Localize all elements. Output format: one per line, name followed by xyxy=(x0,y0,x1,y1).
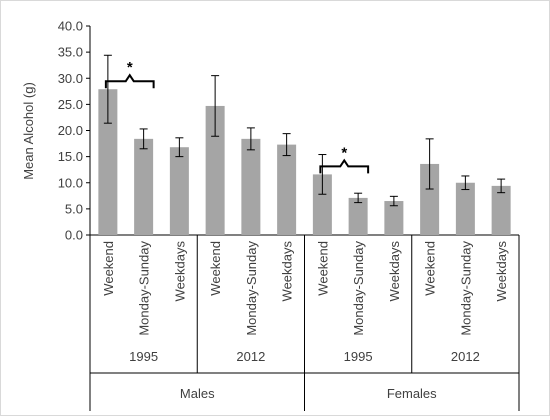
category-label: Monday-Sunday xyxy=(351,241,366,336)
bar xyxy=(348,197,368,235)
y-tick-label: 40.0 xyxy=(58,19,83,34)
year-group-label: 2012 xyxy=(451,349,480,364)
year-group-label: 1995 xyxy=(129,349,158,364)
bar xyxy=(420,163,440,235)
category-label: Weekend xyxy=(315,241,330,296)
bars: ** xyxy=(98,54,511,235)
category-label: Weekdays xyxy=(387,241,402,302)
category-labels: Weekend Monday-Sunday Weekdays Weekend Monda… xyxy=(101,241,509,401)
y-tick-label: 20.0 xyxy=(58,123,83,138)
bar xyxy=(384,201,404,235)
category-label: Weekend xyxy=(101,241,116,296)
year-group-label: 2012 xyxy=(236,349,265,364)
bar xyxy=(312,174,332,235)
bar xyxy=(455,182,475,235)
category-label: Weekdays xyxy=(494,241,509,302)
bar xyxy=(169,147,189,235)
y-tick-label: 5.0 xyxy=(65,201,83,216)
category-label: Monday-Sunday xyxy=(137,241,152,336)
bar xyxy=(134,138,154,235)
category-label: Monday-Sunday xyxy=(244,241,259,336)
category-label: Weekdays xyxy=(280,241,295,302)
axes: 0.0 5.0 10.0 15.0 20.0 25.0 30.0 35.0 40.0 xyxy=(58,19,520,411)
category-label: Monday-Sunday xyxy=(458,241,473,336)
significance-star: * xyxy=(341,144,347,161)
y-tick-label: 25.0 xyxy=(58,97,83,112)
bar xyxy=(277,144,297,235)
y-tick-label: 0.0 xyxy=(65,228,83,243)
sex-group-label: Females xyxy=(387,386,437,401)
category-label: Weekend xyxy=(423,241,438,296)
significance-star: * xyxy=(127,59,133,76)
significance-bracket xyxy=(319,158,370,174)
significance-bracket xyxy=(104,73,155,89)
sex-group-label: Males xyxy=(180,386,215,401)
y-tick-label: 30.0 xyxy=(58,71,83,86)
category-label: Weekdays xyxy=(172,241,187,302)
bar xyxy=(205,105,225,235)
bar xyxy=(241,138,261,235)
y-tick-label: 35.0 xyxy=(58,45,83,60)
category-label: Weekend xyxy=(208,241,223,296)
y-tick-label: 10.0 xyxy=(58,175,83,190)
year-group-label: 1995 xyxy=(344,349,373,364)
y-axis-title: Mean Alcohol (g) xyxy=(21,82,36,180)
y-tick-label: 15.0 xyxy=(58,149,83,164)
bar xyxy=(491,185,511,235)
bar xyxy=(98,89,118,235)
